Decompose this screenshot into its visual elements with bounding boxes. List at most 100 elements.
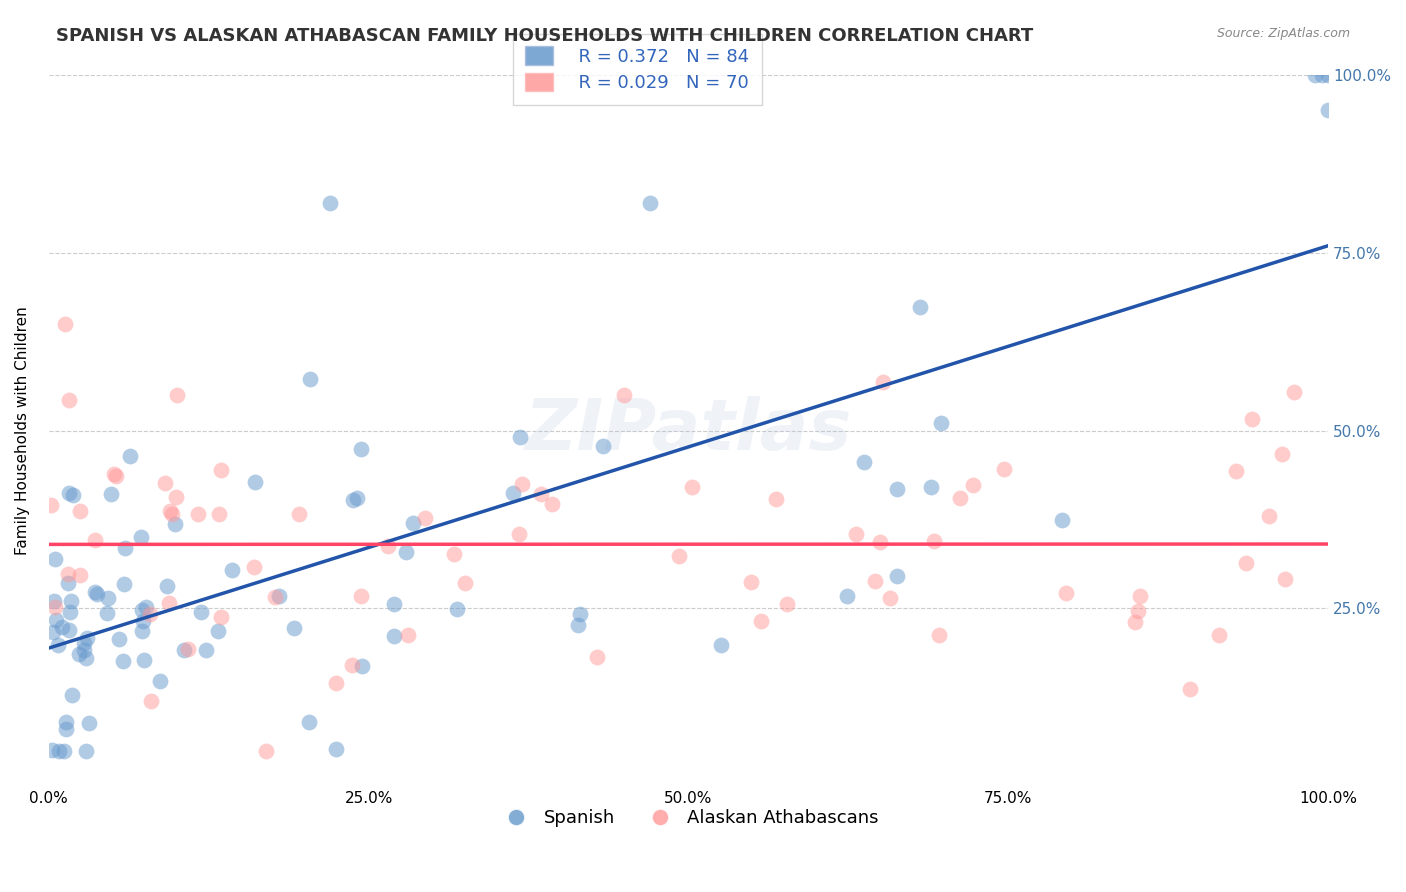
Point [929, 417, 952, 431]
Point [153, 475, 176, 490]
Point [51, 620, 73, 634]
Point [922, 533, 945, 548]
Point [845, 526, 868, 541]
Point [73, 643, 96, 657]
Point [1258, 508, 1281, 523]
Point [415, 511, 437, 525]
Point [58, 486, 80, 500]
Point [886, 569, 908, 583]
Point [114, 541, 136, 555]
Point [1240, 412, 1263, 426]
Point [58, 393, 80, 408]
Point [254, 744, 277, 758]
Text: ZIPatlas: ZIPatlas [524, 396, 852, 465]
Point [58, 623, 80, 637]
Point [886, 482, 908, 496]
Point [920, 479, 942, 493]
Point [350, 442, 373, 456]
Point [112, 576, 135, 591]
Point [62, 488, 84, 502]
Point [509, 429, 531, 443]
Point [60, 593, 83, 607]
Text: Source: ZipAtlas.com: Source: ZipAtlas.com [1216, 27, 1350, 40]
Point [209, 610, 232, 624]
Point [910, 300, 932, 314]
Point [446, 602, 468, 616]
Point [166, 388, 188, 402]
Point [1050, 513, 1073, 527]
Point [165, 490, 187, 504]
Point [243, 475, 266, 489]
Point [60, 689, 83, 703]
Point [41, 743, 63, 757]
Point [77, 716, 100, 731]
Point [67, 648, 90, 662]
Point [163, 517, 186, 532]
Point [298, 714, 321, 729]
Point [1310, 68, 1333, 82]
Point [134, 653, 156, 667]
Point [287, 507, 309, 521]
Point [243, 560, 266, 574]
Point [382, 597, 405, 611]
Point [59, 605, 82, 619]
Point [221, 564, 243, 578]
Point [156, 579, 179, 593]
Point [993, 461, 1015, 475]
Point [502, 486, 524, 500]
Point [319, 195, 342, 210]
Point [853, 455, 876, 469]
Point [350, 658, 373, 673]
Point [568, 607, 591, 621]
Point [585, 649, 607, 664]
Point [58, 566, 80, 581]
Point [173, 642, 195, 657]
Point [325, 676, 347, 690]
Point [190, 606, 212, 620]
Point [53, 744, 76, 758]
Point [863, 574, 886, 588]
Point [350, 589, 373, 603]
Point [1126, 605, 1149, 619]
Point [86, 587, 108, 601]
Point [97, 591, 120, 606]
Point [157, 596, 180, 610]
Point [613, 388, 636, 402]
Legend: Spanish, Alaskan Athabascans: Spanish, Alaskan Athabascans [491, 802, 886, 834]
Point [567, 618, 589, 632]
Point [195, 642, 218, 657]
Point [443, 547, 465, 561]
Point [46, 638, 69, 652]
Point [131, 624, 153, 639]
Point [160, 507, 183, 521]
Point [107, 632, 129, 646]
Point [749, 614, 772, 628]
Point [710, 638, 733, 652]
Point [740, 575, 762, 590]
Point [530, 486, 553, 500]
Point [1208, 628, 1230, 642]
Point [1236, 556, 1258, 570]
Point [1225, 464, 1247, 478]
Point [177, 641, 200, 656]
Point [879, 591, 901, 605]
Point [131, 603, 153, 617]
Point [325, 742, 347, 756]
Point [510, 476, 533, 491]
Point [84, 585, 107, 599]
Point [377, 540, 399, 554]
Point [118, 449, 141, 463]
Point [638, 195, 661, 210]
Point [765, 492, 787, 507]
Point [949, 491, 972, 505]
Point [69, 504, 91, 518]
Point [1274, 572, 1296, 586]
Point [44, 552, 66, 566]
Point [100, 487, 122, 501]
Point [139, 694, 162, 708]
Point [139, 607, 162, 621]
Point [1282, 384, 1305, 399]
Point [454, 575, 477, 590]
Point [342, 657, 364, 672]
Point [42, 625, 65, 640]
